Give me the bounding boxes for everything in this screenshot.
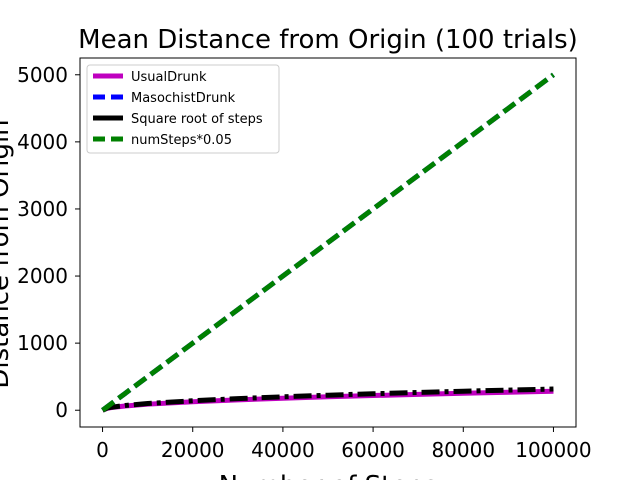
series-line-2 bbox=[101, 386, 554, 413]
legend: UsualDrunk MasochistDrunk Square root of s… bbox=[86, 64, 280, 154]
legend-label-1: MasochistDrunk bbox=[131, 91, 236, 106]
axes: 0 20000 40000 60000 80000 100000 0 1000 2000 3000… bbox=[17, 57, 592, 462]
y-tick-label: 2000 bbox=[17, 264, 68, 288]
y-tick-label: 5000 bbox=[17, 63, 68, 87]
x-tick-label: 80000 bbox=[431, 438, 495, 462]
x-tick-label: 100000 bbox=[515, 438, 591, 462]
legend-label-2: Square root of steps bbox=[131, 112, 263, 127]
chart-title: Mean Distance from Origin (100 trials) bbox=[78, 25, 578, 55]
y-axis-label: Distance from Origin bbox=[0, 119, 15, 388]
legend-label-0: UsualDrunk bbox=[131, 70, 207, 85]
y-tick-label: 4000 bbox=[17, 130, 68, 154]
y-tick-label: 3000 bbox=[17, 197, 68, 221]
x-tick-label: 20000 bbox=[161, 438, 225, 462]
x-tick-label: 40000 bbox=[251, 438, 315, 462]
series-line-3 bbox=[101, 72, 555, 413]
x-tick-label: 0 bbox=[96, 438, 109, 462]
x-tick-label: 60000 bbox=[341, 438, 405, 462]
y-tick-label: 0 bbox=[55, 398, 68, 422]
x-axis-label: Number of Steps bbox=[219, 471, 438, 480]
legend-label-3: numSteps*0.05 bbox=[131, 133, 232, 148]
plot-frame bbox=[79, 57, 577, 428]
legend-box bbox=[86, 64, 280, 154]
plot-area bbox=[101, 72, 555, 413]
y-tick-label: 1000 bbox=[17, 331, 68, 355]
